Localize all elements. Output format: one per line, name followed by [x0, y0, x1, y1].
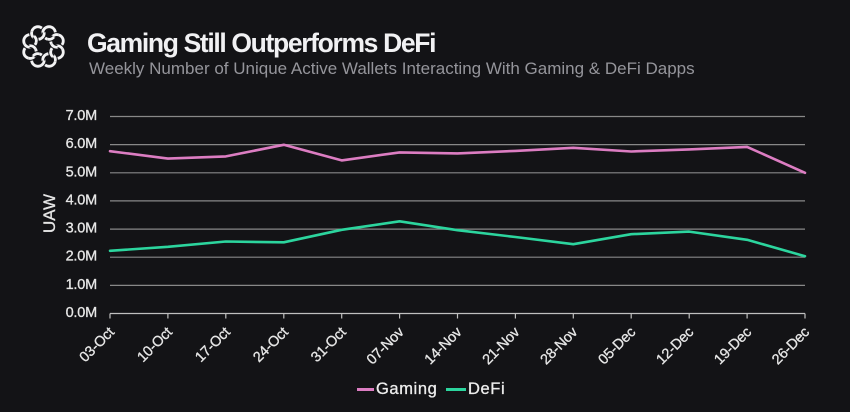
svg-text:26-Dec: 26-Dec [769, 325, 813, 369]
svg-text:6.0M: 6.0M [66, 136, 97, 152]
svg-text:21-Nov: 21-Nov [480, 324, 524, 368]
svg-text:19-Dec: 19-Dec [711, 325, 755, 369]
svg-text:4.0M: 4.0M [66, 192, 97, 208]
svg-text:3.0M: 3.0M [66, 221, 97, 237]
svg-text:14-Nov: 14-Nov [422, 324, 466, 368]
svg-text:24-Oct: 24-Oct [250, 324, 291, 365]
svg-text:DeFi: DeFi [468, 380, 505, 398]
svg-text:7.0M: 7.0M [66, 108, 97, 124]
svg-text:05-Dec: 05-Dec [596, 325, 640, 369]
svg-text:1.0M: 1.0M [66, 277, 97, 293]
svg-text:07-Nov: 07-Nov [364, 324, 408, 368]
svg-text:12-Dec: 12-Dec [654, 325, 698, 369]
svg-text:UAW: UAW [40, 194, 59, 233]
svg-text:03-Oct: 03-Oct [77, 324, 118, 365]
svg-text:2.0M: 2.0M [66, 249, 97, 265]
svg-text:0.0M: 0.0M [66, 305, 97, 321]
svg-text:Gaming: Gaming [376, 380, 437, 398]
svg-text:5.0M: 5.0M [66, 164, 97, 180]
svg-text:28-Nov: 28-Nov [538, 324, 582, 368]
svg-text:10-Oct: 10-Oct [134, 324, 175, 365]
svg-text:31-Oct: 31-Oct [308, 324, 349, 365]
svg-text:17-Oct: 17-Oct [192, 324, 233, 365]
